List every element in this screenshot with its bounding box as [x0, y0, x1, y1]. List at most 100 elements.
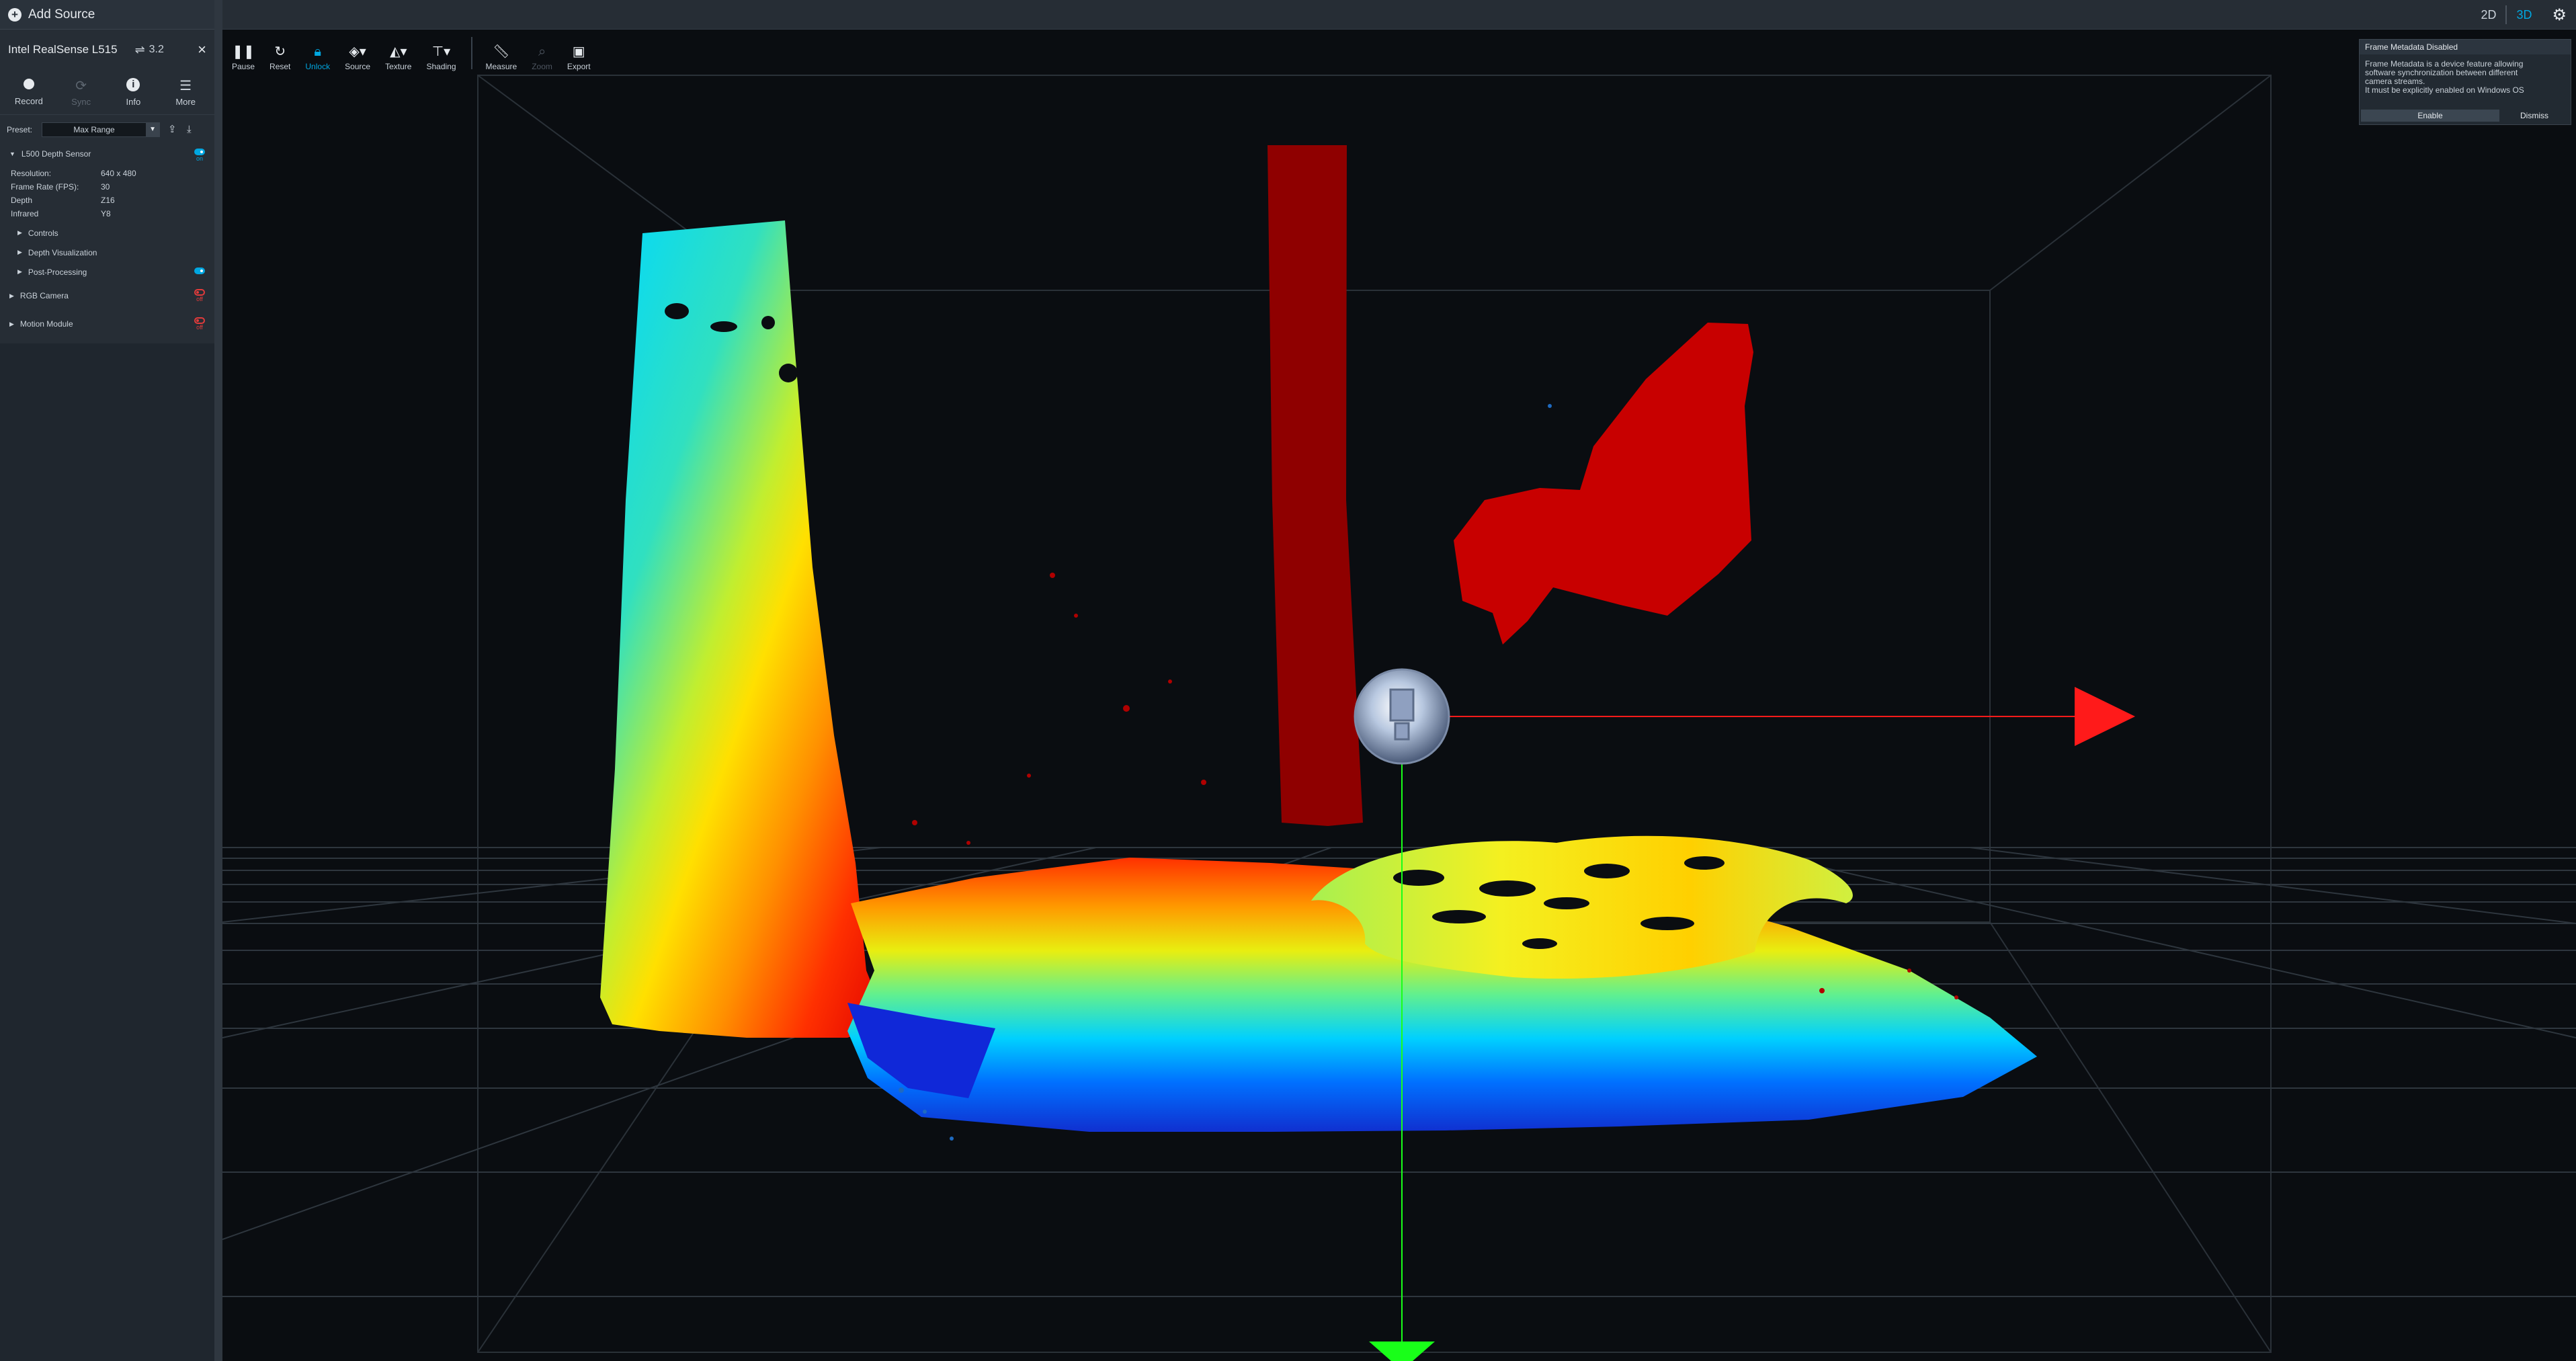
toggle-state: on [196, 155, 203, 162]
paint-roller-icon: ⊤▾ [431, 44, 451, 59]
triangle-down-icon: ▼ [9, 151, 15, 157]
point-cloud-pole [1268, 145, 1363, 826]
rgb-camera-toggle[interactable]: off [194, 289, 205, 302]
sync-button[interactable]: ⟳ Sync [55, 70, 108, 114]
device-panel: + Add Source Intel RealSense L515 ⇌ 3.2 … [0, 0, 222, 1361]
usb-icon: ⇌ [134, 42, 145, 56]
pause-label: Pause [232, 62, 255, 71]
enable-button[interactable]: Enable [2361, 110, 2499, 122]
sensor-properties: Resolution: 640 x 480 Frame Rate (FPS): … [0, 164, 214, 223]
x-axis-arrow-icon [2075, 687, 2135, 746]
triangle-right-icon: ▶ [17, 249, 22, 255]
measure-button[interactable]: 📏︎ Measure [486, 42, 517, 71]
pause-icon: ❚❚ [232, 44, 255, 59]
prop-row: Depth Z16 [11, 194, 214, 207]
point-cloud-red-object [1454, 323, 1753, 645]
chevron-down-icon: ▼ [146, 122, 160, 136]
triangle-right-icon: ▶ [9, 320, 14, 327]
prop-value[interactable]: 640 x 480 [101, 169, 136, 178]
toggle-switch-icon [194, 289, 205, 296]
info-label: Info [126, 96, 141, 107]
device-name: Intel RealSense L515 [8, 43, 118, 56]
view-separator [2505, 5, 2507, 24]
paint-bucket-icon: ◭▾ [390, 44, 407, 59]
view-mode-switch: 2D 3D ⚙ [2481, 0, 2576, 30]
gear-icon[interactable]: ⚙ [2552, 5, 2567, 24]
zoom-button[interactable]: ⌕ Zoom [532, 42, 552, 71]
more-label: More [175, 96, 196, 107]
notification-line: camera streams. [2365, 77, 2425, 86]
zoom-label: Zoom [532, 62, 552, 71]
unlock-button[interactable]: 🔒︎ Unlock [305, 42, 330, 71]
depth-visualization-section[interactable]: ▶ Depth Visualization [0, 243, 214, 262]
prop-value[interactable]: Z16 [101, 196, 115, 205]
prop-key: Frame Rate (FPS): [11, 182, 79, 192]
sensor-block: Preset: Max Range ▼ ⇪ ⤓ ▼ L500 Depth Sen… [0, 114, 214, 343]
reset-button[interactable]: ↻ Reset [269, 42, 290, 71]
point-cloud-tower [600, 220, 888, 1038]
zoom-icon: ⌕ [538, 44, 546, 59]
prop-key: Resolution: [11, 169, 52, 178]
y-axis-arrow-icon [1369, 1342, 1435, 1361]
add-source-label: Add Source [28, 7, 95, 22]
info-button[interactable]: i Info [108, 70, 160, 114]
lock-icon: 🔒︎ [314, 44, 322, 59]
metadata-notification: Frame Metadata Disabled Frame Metadata i… [2359, 39, 2571, 125]
prop-row: Resolution: 640 x 480 [11, 167, 214, 180]
upload-icon[interactable]: ⇪ [168, 123, 177, 135]
point-cloud-canvas[interactable] [222, 30, 2576, 1361]
post-processing-label: Post-Processing [28, 267, 87, 277]
prop-key: Infrared [11, 209, 39, 218]
notification-line: It must be explicitly enabled on Windows… [2365, 85, 2524, 95]
motion-module-section[interactable]: ▶ Motion Module off [0, 310, 214, 338]
prop-value[interactable]: Y8 [101, 209, 111, 218]
measure-label: Measure [485, 62, 517, 71]
shading-label: Shading [426, 62, 456, 71]
post-processing-section[interactable]: ▶ Post-Processing [0, 262, 214, 282]
depth-sensor-toggle[interactable]: on [194, 149, 205, 162]
usb-version: 3.2 [149, 44, 164, 55]
rgb-camera-section[interactable]: ▶ RGB Camera off [0, 282, 214, 310]
view-3d-button[interactable]: 3D [2516, 7, 2532, 22]
notification-title: Frame Metadata Disabled [2360, 40, 2571, 54]
texture-dropdown[interactable]: ◭▾ Texture [385, 42, 411, 71]
more-button[interactable]: ☰ More [159, 70, 212, 114]
motion-module-toggle[interactable]: off [194, 317, 205, 331]
save-icon: ▣ [572, 44, 585, 59]
depth-sensor-section[interactable]: ▼ L500 Depth Sensor on [0, 144, 214, 164]
record-label: Record [14, 95, 43, 106]
controls-section[interactable]: ▶ Controls [0, 223, 214, 243]
triangle-right-icon: ▶ [17, 268, 22, 275]
preset-label: Preset: [7, 124, 33, 134]
pause-button[interactable]: ❚❚ Pause [232, 42, 255, 71]
prop-row: Infrared Y8 [11, 207, 214, 220]
toggle-switch-icon [194, 267, 205, 274]
dismiss-button[interactable]: Dismiss [2520, 111, 2548, 120]
triangle-right-icon: ▶ [9, 292, 14, 299]
triangle-right-icon: ▶ [17, 229, 22, 236]
unlock-label: Unlock [305, 62, 331, 71]
toggle-state: off [196, 324, 203, 331]
hamburger-icon: ☰ [179, 78, 192, 93]
3d-viewport[interactable] [222, 30, 2576, 1361]
source-dropdown[interactable]: ◈▾ Source [345, 42, 370, 71]
view-2d-button[interactable]: 2D [2481, 7, 2497, 22]
preset-dropdown[interactable]: Max Range ▼ [42, 122, 161, 137]
plus-circle-icon: + [8, 7, 22, 22]
close-device-button[interactable]: × [198, 41, 206, 58]
record-icon [23, 78, 34, 89]
post-processing-toggle[interactable] [194, 267, 205, 274]
download-icon[interactable]: ⤓ [187, 123, 192, 135]
sync-label: Sync [71, 96, 91, 107]
reset-icon: ↻ [274, 44, 286, 59]
camera-origin-sphere[interactable] [1354, 668, 1450, 765]
rgb-camera-label: RGB Camera [19, 291, 69, 300]
add-source-button[interactable]: + Add Source [0, 0, 214, 30]
shading-dropdown[interactable]: ⊤▾ Shading [426, 42, 456, 71]
prop-value[interactable]: 30 [101, 182, 110, 192]
notification-line: software synchronization between differe… [2365, 68, 2518, 77]
record-button[interactable]: Record [3, 70, 55, 114]
toggle-state: off [196, 296, 203, 302]
export-button[interactable]: ▣ Export [567, 42, 591, 71]
toolbar-separator [470, 37, 472, 69]
